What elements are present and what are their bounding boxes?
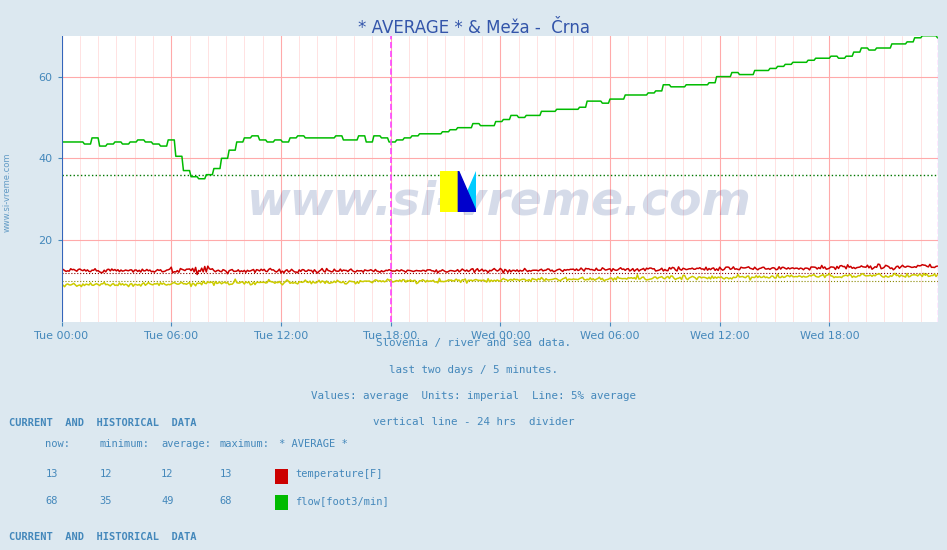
- Text: 35: 35: [99, 496, 112, 506]
- Text: * AVERAGE * & Meža -  Črna: * AVERAGE * & Meža - Črna: [358, 19, 589, 37]
- Text: * AVERAGE *: * AVERAGE *: [279, 439, 348, 449]
- Text: 13: 13: [220, 469, 232, 480]
- Text: average:: average:: [161, 439, 211, 449]
- Text: now:: now:: [45, 439, 70, 449]
- Text: temperature[F]: temperature[F]: [295, 469, 383, 480]
- Polygon shape: [458, 170, 476, 212]
- Text: www.si-vreme.com: www.si-vreme.com: [3, 153, 12, 232]
- Polygon shape: [440, 170, 458, 212]
- Text: Values: average  Units: imperial  Line: 5% average: Values: average Units: imperial Line: 5%…: [311, 391, 636, 401]
- Polygon shape: [458, 170, 476, 212]
- Text: 12: 12: [99, 469, 112, 480]
- Text: 68: 68: [45, 496, 58, 506]
- Text: CURRENT  AND  HISTORICAL  DATA: CURRENT AND HISTORICAL DATA: [9, 418, 197, 428]
- Text: 68: 68: [220, 496, 232, 506]
- Text: last two days / 5 minutes.: last two days / 5 minutes.: [389, 365, 558, 375]
- Text: Slovenia / river and sea data.: Slovenia / river and sea data.: [376, 338, 571, 348]
- Text: CURRENT  AND  HISTORICAL  DATA: CURRENT AND HISTORICAL DATA: [9, 531, 197, 542]
- Text: www.si-vreme.com: www.si-vreme.com: [247, 179, 752, 224]
- Text: maximum:: maximum:: [220, 439, 270, 449]
- Text: 12: 12: [161, 469, 173, 480]
- Text: flow[foot3/min]: flow[foot3/min]: [295, 496, 389, 506]
- Text: 13: 13: [45, 469, 58, 480]
- Text: vertical line - 24 hrs  divider: vertical line - 24 hrs divider: [373, 417, 574, 427]
- Text: minimum:: minimum:: [99, 439, 150, 449]
- Text: 49: 49: [161, 496, 173, 506]
